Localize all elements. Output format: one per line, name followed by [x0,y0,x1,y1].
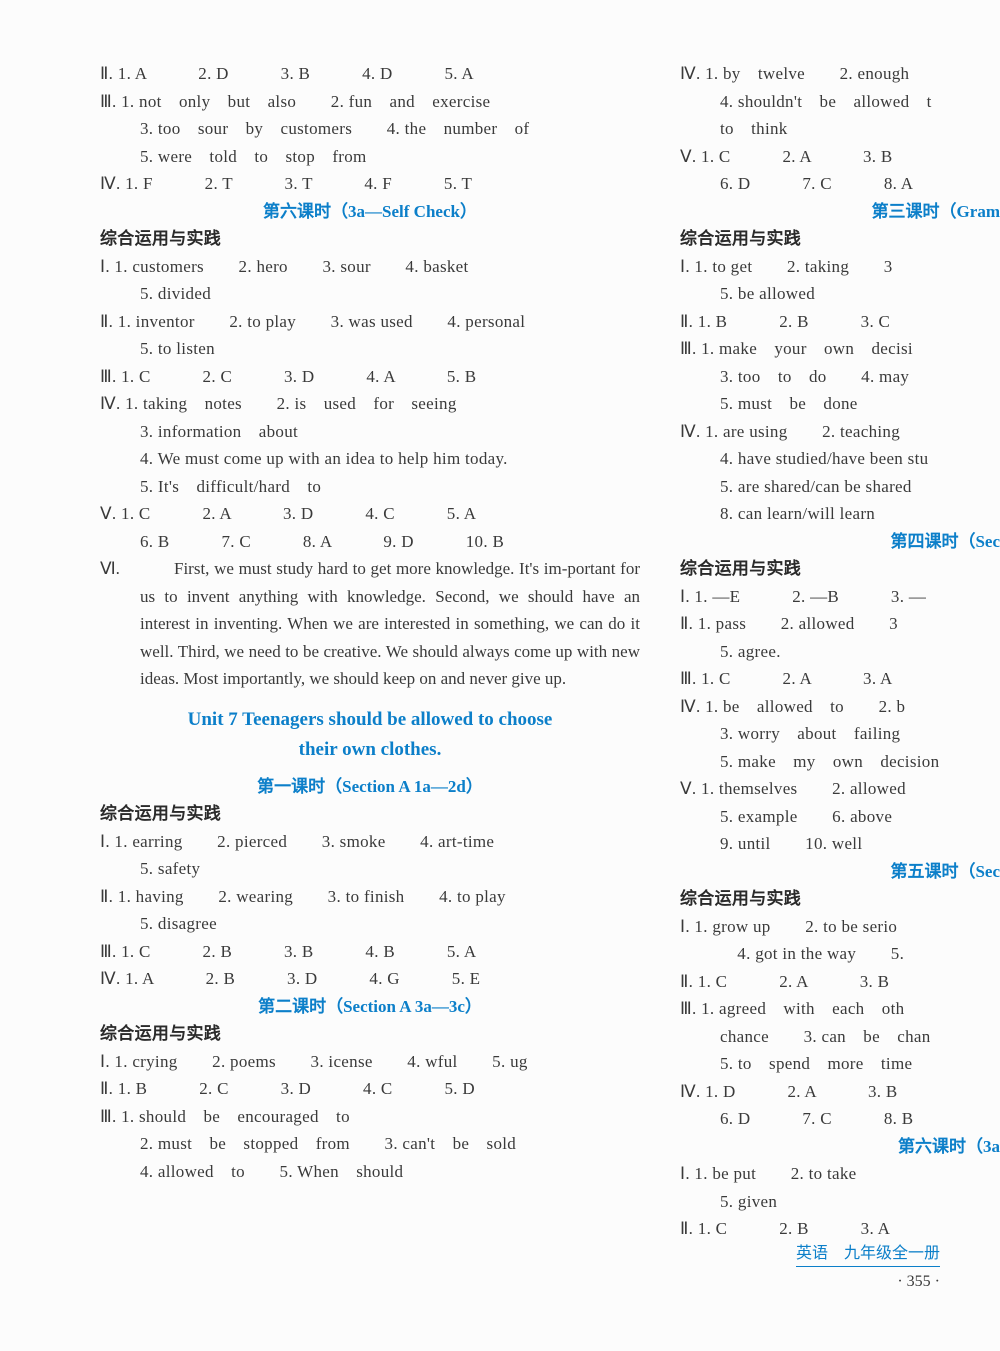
answer-line: 2. must be stopped from 3. can't be sold [100,1130,640,1158]
answer-line: Ⅱ. 1. inventor 2. to play 3. was used 4.… [100,308,640,336]
answer-line: Ⅳ. 1. A 2. B 3. D 4. G 5. E [100,965,640,993]
answer-line: 5. to listen [100,335,640,363]
answer-line: Ⅲ. 1. C 2. B 3. B 4. B 5. A [100,938,640,966]
section-heading: 第五课时（Sec [680,858,1000,886]
answer-line: 5. agree. [680,638,1000,666]
answer-line: chance 3. can be chan [680,1023,1000,1051]
answer-line: 4. shouldn't be allowed t [680,88,1000,116]
answer-line: 5. divided [100,280,640,308]
answer-line: 5. It's difficult/hard to [100,473,640,501]
answer-line: Ⅰ. 1. —E 2. —B 3. — [680,583,1000,611]
section-heading: 第六课时（3a—Self Check） [100,198,640,226]
unit-title-line: Unit 7 Teenagers should be allowed to ch… [100,705,640,735]
answer-line: 8. can learn/will learn [680,500,1000,528]
answer-line: Ⅴ. 1. themselves 2. allowed [680,775,1000,803]
page-number: · 355 · [796,1273,940,1291]
answer-line: 5. were told to stop from [100,143,640,171]
practice-heading: 综合运用与实践 [680,555,1000,583]
answer-line: Ⅱ. 1. pass 2. allowed 3 [680,610,1000,638]
answer-line: 5. be allowed [680,280,1000,308]
practice-heading: 综合运用与实践 [100,800,640,828]
answer-line: 4. got in the way 5. [680,940,1000,968]
practice-heading: 综合运用与实践 [680,885,1000,913]
answer-line: Ⅳ. 1. by twelve 2. enough [680,60,1000,88]
answer-line: Ⅰ. 1. be put 2. to take [680,1160,1000,1188]
answer-line: Ⅴ. 1. C 2. A 3. B [680,143,1000,171]
practice-heading: 综合运用与实践 [680,225,1000,253]
roman-numeral: Ⅵ. [100,555,120,583]
answer-line: Ⅰ. 1. earring 2. pierced 3. smoke 4. art… [100,828,640,856]
unit-title: Unit 7 Teenagers should be allowed to ch… [100,705,640,765]
section-heading: 第一课时（Section A 1a—2d） [100,773,640,801]
answer-line: 6. B 7. C 8. A 9. D 10. B [100,528,640,556]
answer-line: Ⅰ. 1. grow up 2. to be serio [680,913,1000,941]
answer-line: 6. D 7. C 8. B [680,1105,1000,1133]
answer-line: 5. given [680,1188,1000,1216]
answer-line: Ⅳ. 1. F 2. T 3. T 4. F 5. T [100,170,640,198]
answer-line: Ⅲ. 1. not only but also 2. fun and exerc… [100,88,640,116]
answer-line: 5. must be done [680,390,1000,418]
answer-line: Ⅲ. 1. agreed with each oth [680,995,1000,1023]
answer-line: Ⅲ. 1. C 2. C 3. D 4. A 5. B [100,363,640,391]
answer-line: 5. to spend more time [680,1050,1000,1078]
answer-line: Ⅱ. 1. A 2. D 3. B 4. D 5. A [100,60,640,88]
footer-subject: 英语 九年级全一册 [796,1239,940,1267]
answer-line: 6. D 7. C 8. A [680,170,1000,198]
answer-line: Ⅳ. 1. taking notes 2. is used for seeing [100,390,640,418]
section-heading: 第二课时（Section A 3a—3c） [100,993,640,1021]
answer-line: 3. worry about failing [680,720,1000,748]
answer-line: 5. example 6. above [680,803,1000,831]
answer-line: 3. information about [100,418,640,446]
section-heading: 第三课时（Gram [680,198,1000,226]
practice-heading: 综合运用与实践 [100,225,640,253]
section-heading: 第四课时（Sec [680,528,1000,556]
answer-line: 4. allowed to 5. When should [100,1158,640,1186]
answer-line: Ⅰ. 1. crying 2. poems 3. icense 4. wful … [100,1048,640,1076]
answer-line: Ⅱ. 1. B 2. B 3. C [680,308,1000,336]
practice-heading: 综合运用与实践 [100,1020,640,1048]
answer-line: Ⅳ. 1. are using 2. teaching [680,418,1000,446]
answer-line: Ⅲ. 1. C 2. A 3. A [680,665,1000,693]
answer-line: Ⅴ. 1. C 2. A 3. D 4. C 5. A [100,500,640,528]
answer-line: 4. We must come up with an idea to help … [100,445,640,473]
answer-line: 3. too sour by customers 4. the number o… [100,115,640,143]
answer-line: to think [680,115,1000,143]
answer-line: Ⅲ. 1. make your own decisi [680,335,1000,363]
answer-line: 3. too to do 4. may [680,363,1000,391]
answer-line: Ⅱ. 1. having 2. wearing 3. to finish 4. … [100,883,640,911]
answer-line: 4. have studied/have been stu [680,445,1000,473]
answer-line: Ⅰ. 1. to get 2. taking 3 [680,253,1000,281]
right-column: Ⅳ. 1. by twelve 2. enough 4. shouldn't b… [680,60,1000,1243]
answer-line: Ⅱ. 1. B 2. C 3. D 4. C 5. D [100,1075,640,1103]
answer-line: Ⅳ. 1. be allowed to 2. b [680,693,1000,721]
page-content: Ⅱ. 1. A 2. D 3. B 4. D 5. A Ⅲ. 1. not on… [0,60,1000,1243]
page-footer: 英语 九年级全一册 · 355 · [796,1239,940,1291]
paragraph-block: Ⅵ. First, we must study hard to get more… [100,555,640,693]
unit-title-line: their own clothes. [100,735,640,765]
answer-line: 5. disagree [100,910,640,938]
paragraph-text: First, we must study hard to get more kn… [100,555,640,693]
answer-line: 5. are shared/can be shared [680,473,1000,501]
left-column: Ⅱ. 1. A 2. D 3. B 4. D 5. A Ⅲ. 1. not on… [100,60,640,1243]
answer-line: 5. safety [100,855,640,883]
answer-line: Ⅱ. 1. C 2. A 3. B [680,968,1000,996]
answer-line: Ⅳ. 1. D 2. A 3. B [680,1078,1000,1106]
answer-line: Ⅲ. 1. should be encouraged to [100,1103,640,1131]
answer-line: Ⅰ. 1. customers 2. hero 3. sour 4. baske… [100,253,640,281]
section-heading: 第六课时（3a [680,1133,1000,1161]
answer-line: 5. make my own decision [680,748,1000,776]
answer-line: 9. until 10. well [680,830,1000,858]
